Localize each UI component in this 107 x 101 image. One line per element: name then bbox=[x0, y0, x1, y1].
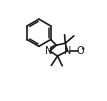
Text: N: N bbox=[45, 46, 53, 56]
Text: N: N bbox=[64, 46, 71, 56]
Text: O: O bbox=[77, 46, 84, 56]
Text: •: • bbox=[81, 45, 86, 54]
